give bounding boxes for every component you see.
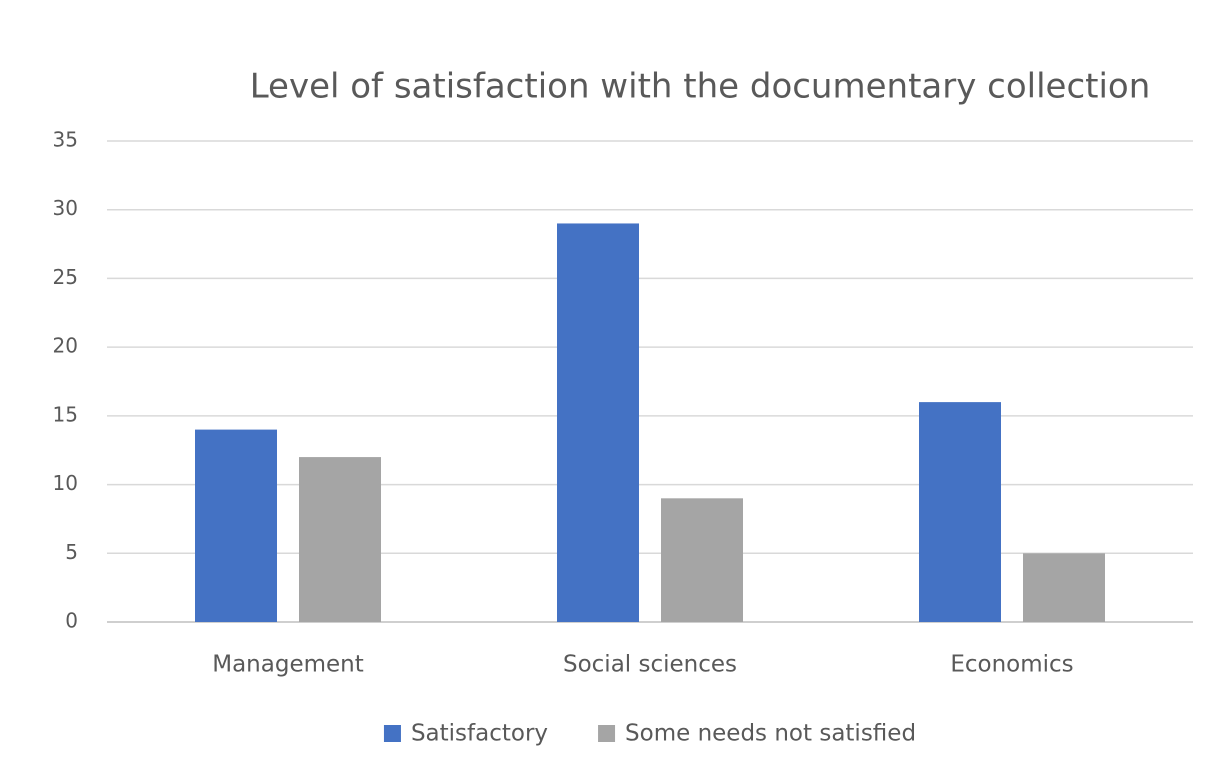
y-tick-label: 20 — [53, 334, 78, 358]
bar — [557, 223, 639, 622]
chart-title: Level of satisfaction with the documenta… — [250, 67, 1151, 107]
y-tick-label: 5 — [65, 540, 78, 564]
y-tick-label: 10 — [53, 471, 78, 495]
x-tick-label: Management — [212, 652, 364, 678]
y-tick-label: 25 — [53, 265, 78, 289]
bar — [195, 429, 277, 622]
bar — [1023, 553, 1105, 622]
y-tick-label: 15 — [53, 402, 78, 426]
legend-swatch — [598, 725, 616, 742]
x-tick-label: Social sciences — [563, 652, 737, 678]
bar — [299, 457, 381, 622]
y-tick-label: 30 — [53, 196, 78, 220]
legend-swatch — [383, 725, 401, 742]
x-tick-label: Economics — [950, 652, 1073, 678]
bar — [661, 498, 743, 622]
y-tick-label: 0 — [65, 609, 78, 633]
bar — [919, 402, 1001, 622]
legend-label: Some needs not satisfied — [625, 721, 916, 747]
legend-label: Satisfactory — [411, 721, 548, 747]
y-tick-label: 35 — [53, 128, 78, 152]
